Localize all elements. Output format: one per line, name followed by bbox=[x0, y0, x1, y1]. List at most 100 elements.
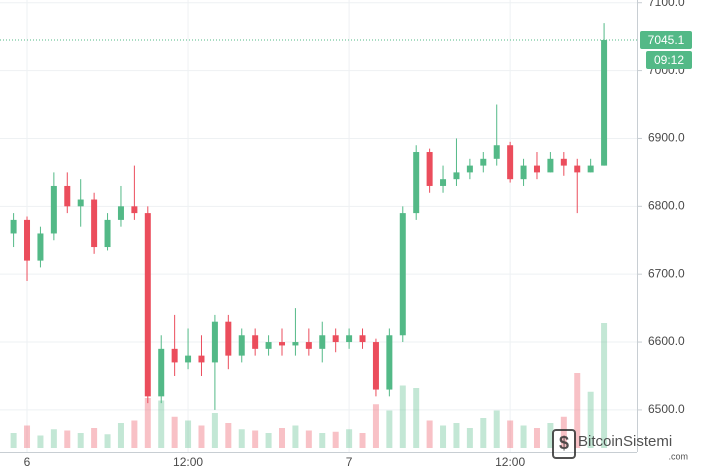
last-price-label: 7045.1 bbox=[648, 33, 685, 47]
candle-body bbox=[292, 342, 299, 346]
watermark: $ BitcoinSistemi .com bbox=[552, 429, 688, 461]
candle-body bbox=[77, 199, 84, 207]
candle-body bbox=[507, 145, 514, 180]
candle-body bbox=[211, 321, 218, 363]
candle-body bbox=[131, 206, 138, 214]
candle-body bbox=[117, 206, 124, 220]
volume-bar bbox=[319, 433, 326, 448]
candle-body bbox=[198, 355, 205, 363]
x-tick-label: 6 bbox=[24, 455, 31, 469]
volume-bar bbox=[466, 428, 473, 448]
candle-body bbox=[547, 158, 554, 173]
volume-bar bbox=[238, 429, 245, 448]
volume-bar bbox=[587, 391, 594, 448]
candle-body bbox=[305, 342, 312, 349]
volume-bar bbox=[158, 400, 165, 448]
candle-body bbox=[332, 335, 339, 343]
candles bbox=[10, 23, 608, 410]
volume-bar bbox=[77, 433, 84, 448]
candle-body bbox=[24, 219, 31, 261]
candle-body bbox=[413, 152, 420, 214]
watermark-icon bbox=[552, 429, 576, 459]
candle-body bbox=[560, 158, 567, 166]
candle-body bbox=[574, 165, 581, 173]
candle-body bbox=[466, 165, 473, 173]
y-tick-label: 6900.0 bbox=[648, 131, 685, 145]
watermark-text: BitcoinSistemi bbox=[578, 433, 672, 450]
candle-body bbox=[10, 219, 17, 234]
volume-bar bbox=[560, 416, 567, 448]
volume-bar bbox=[64, 430, 71, 448]
x-tick-label: 12:00 bbox=[495, 455, 525, 469]
candle-body bbox=[225, 321, 232, 356]
candle-body bbox=[64, 185, 71, 207]
last-price-box bbox=[640, 30, 692, 49]
volume-bar bbox=[225, 423, 232, 448]
candle-body bbox=[238, 335, 245, 356]
candle-body bbox=[359, 335, 366, 343]
countdown-label: 09:12 bbox=[654, 53, 684, 67]
volume-bar bbox=[10, 433, 17, 448]
candle-body bbox=[91, 199, 98, 248]
volume-bar bbox=[399, 385, 406, 448]
candle-body bbox=[144, 213, 151, 397]
volume-bar bbox=[520, 425, 527, 448]
candle-body bbox=[426, 152, 433, 186]
volume-bar bbox=[50, 429, 57, 448]
volume-bar bbox=[292, 425, 299, 448]
candle-body bbox=[319, 335, 326, 349]
candle-body bbox=[399, 213, 406, 336]
candle-body bbox=[50, 185, 57, 234]
volume-bar bbox=[547, 423, 554, 448]
candle-body bbox=[533, 165, 540, 173]
volume-bar bbox=[601, 323, 608, 448]
candle-body bbox=[265, 342, 272, 349]
volume-bar bbox=[507, 420, 514, 448]
volume-bar bbox=[24, 425, 31, 448]
volume-bar bbox=[574, 373, 581, 448]
candle-body bbox=[453, 172, 460, 180]
volume-bar bbox=[265, 433, 272, 448]
candle-body bbox=[372, 342, 379, 390]
candle-body bbox=[480, 158, 487, 166]
volume-layer bbox=[10, 323, 608, 448]
candle-body bbox=[587, 165, 594, 173]
volume-bar bbox=[131, 420, 138, 448]
volume-bar bbox=[104, 434, 111, 448]
y-tick-label: 6600.0 bbox=[648, 334, 685, 348]
candle-body bbox=[185, 355, 192, 363]
volume-bar bbox=[117, 423, 124, 448]
candle-body bbox=[37, 233, 44, 261]
volume-bar bbox=[185, 420, 192, 448]
volume-bar bbox=[332, 431, 339, 448]
candle-body bbox=[520, 165, 527, 180]
y-tick-label: 7100.0 bbox=[648, 0, 685, 9]
candle-body bbox=[440, 179, 447, 186]
candle-body bbox=[386, 335, 393, 390]
volume-bar bbox=[211, 413, 218, 448]
volume-bar bbox=[440, 425, 447, 448]
axes: 6500.06600.06700.06800.06900.07000.07100… bbox=[0, 0, 692, 469]
grid bbox=[0, 0, 637, 452]
candle-body bbox=[279, 342, 285, 346]
watermark-sub: .com bbox=[668, 451, 688, 461]
countdown-box bbox=[646, 50, 692, 69]
volume-bar bbox=[252, 430, 259, 448]
candle-body bbox=[601, 39, 608, 166]
volume-bar bbox=[305, 430, 312, 448]
candle-body bbox=[158, 348, 165, 397]
volume-bar bbox=[372, 404, 379, 448]
x-tick-label: 7 bbox=[346, 455, 353, 469]
volume-bar bbox=[346, 429, 353, 448]
candle-body bbox=[171, 348, 178, 363]
volume-bar bbox=[37, 435, 44, 448]
volume-bar bbox=[144, 398, 151, 448]
volume-bar bbox=[453, 423, 460, 448]
volume-bar bbox=[426, 420, 433, 448]
volume-bar bbox=[386, 410, 393, 448]
volume-bar bbox=[359, 433, 366, 448]
candle-body bbox=[104, 219, 111, 248]
volume-bar bbox=[533, 428, 540, 448]
